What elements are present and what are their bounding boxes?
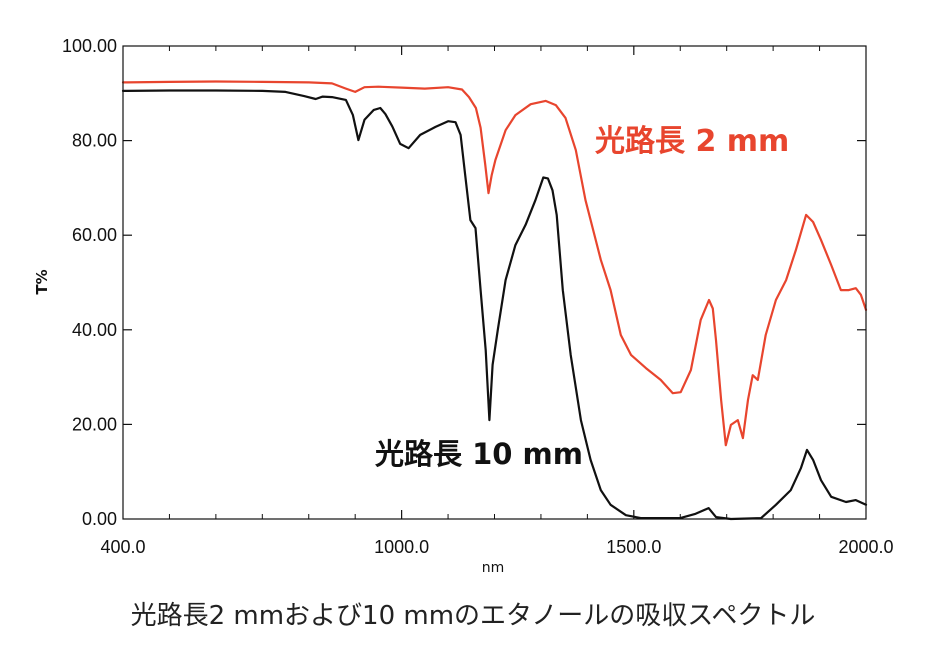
y-tick-label: 80.00 xyxy=(72,131,117,151)
y-tick-label: 20.00 xyxy=(72,414,117,434)
y-tick-label: 40.00 xyxy=(72,320,117,340)
x-tick-label: 1000.0 xyxy=(374,537,429,557)
axes-layer: 0.00 20.00 40.00 60.00 80.00 100.00 400.0 1000.… xyxy=(62,36,894,557)
y-tick-label: 100.00 xyxy=(62,36,117,56)
series-line-0 xyxy=(121,80,868,447)
y-tick-label: 0.00 xyxy=(82,509,117,529)
figure-caption: 光路長2 mmおよび10 mmのエタノールの吸収スペクトル xyxy=(131,601,816,631)
y-axis-title: T% xyxy=(33,269,51,294)
x-tick-label: 2000.0 xyxy=(838,537,893,557)
series-label-10mm: 光路長 10 mm xyxy=(375,437,583,471)
x-axis-title: nm xyxy=(482,560,505,576)
x-tick-label: 1500.0 xyxy=(606,537,661,557)
y-tick-label: 60.00 xyxy=(72,225,117,245)
x-tick-label: 400.0 xyxy=(100,537,145,557)
series-label-2mm: 光路長 2 mm xyxy=(595,124,789,159)
